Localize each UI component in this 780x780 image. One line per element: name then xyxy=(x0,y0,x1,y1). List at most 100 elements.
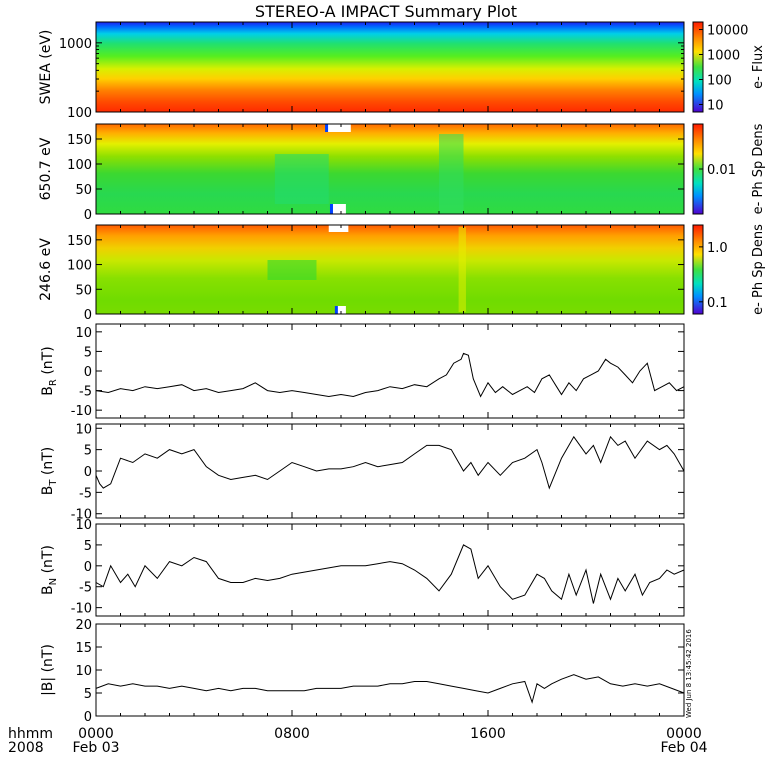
br-y-axis-label-sub: R xyxy=(48,379,59,386)
b-series-line xyxy=(95,674,685,704)
pad650-colorbar-tick-label: 0.01 xyxy=(707,163,736,178)
pad650-gap-edge xyxy=(325,124,329,132)
br-y-tick-label: 5 xyxy=(84,345,92,360)
b-y-tick-label: 15 xyxy=(75,641,92,656)
panel-pad246: 0 50 100 150 246.6 eV 0.1 1.0 e- Ph Sp Dens xyxy=(38,224,766,323)
bt-y-axis-label: BT (nT) xyxy=(40,447,59,496)
pad650-y-tick-label: 0 xyxy=(84,208,92,223)
pad650-data-gap xyxy=(326,124,351,132)
bt-y-tick-label: 10 xyxy=(75,422,92,437)
pad650-data-gap xyxy=(331,204,346,214)
br-y-axis-label: BR (nT) xyxy=(40,346,59,395)
bt-series-line xyxy=(95,435,685,490)
plot-title: STEREO-A IMPACT Summary Plot xyxy=(255,2,517,21)
swea-y-tick-label: 100 xyxy=(67,106,92,121)
bn-y-axis-label-main: B xyxy=(40,585,56,595)
b-y-tick-label: 10 xyxy=(75,664,92,679)
bt-y-tick-label: -5 xyxy=(79,486,92,501)
bn-y-axis-label-sub: N xyxy=(48,578,59,585)
pad246-y-tick-label: 100 xyxy=(67,259,92,274)
pad246-feature-band xyxy=(267,260,317,280)
br-y-tick-label: 0 xyxy=(84,365,92,380)
br-y-axis-label-unit: (nT) xyxy=(40,346,56,379)
panel-br: -10 -5 0 5 10 BR (nT) xyxy=(40,323,685,419)
swea-spectrogram xyxy=(96,22,684,112)
panel-pad650: 0 50 100 150 650.7 eV 0.01 e- Ph Sp Dens xyxy=(38,123,766,223)
x-axis-label-year: 2008 xyxy=(8,740,44,756)
pad246-feature-band xyxy=(458,227,466,312)
pad650-feature-band xyxy=(274,154,329,204)
bn-y-tick-label: -10 xyxy=(71,602,92,617)
pad246-gap-edge xyxy=(334,306,338,314)
pad650-y-tick-label: 50 xyxy=(75,183,92,198)
swea-colorbar-tick-label: 10000 xyxy=(707,24,748,39)
pad246-spectrogram xyxy=(96,225,684,314)
panel-b: 0 5 10 15 20 |B| (nT) xyxy=(40,618,685,725)
br-y-tick-label: -10 xyxy=(71,404,92,419)
bt-y-tick-label: 0 xyxy=(84,465,92,480)
x-tick-date-label: Feb 03 xyxy=(72,740,119,756)
bt-y-axis-label-unit: (nT) xyxy=(40,447,56,480)
x-tick-label: 1600 xyxy=(470,726,506,742)
panel-bt: -10 -5 0 5 10 BT (nT) xyxy=(40,422,685,523)
bn-y-tick-label: -5 xyxy=(79,581,92,596)
pad650-gap-edge xyxy=(329,204,333,214)
generation-timestamp: Wed Jun 8 13:45:42 2016 xyxy=(685,629,693,718)
b-y-tick-label: 5 xyxy=(84,687,92,702)
swea-colorbar-tick-label: 10 xyxy=(707,98,724,113)
pad650-y-tick-label: 150 xyxy=(67,133,92,148)
bt-y-axis-label-sub: T xyxy=(48,479,59,487)
bn-series-line xyxy=(95,544,685,604)
pad246-colorbar-label: e- Ph Sp Dens xyxy=(751,224,766,315)
br-y-tick-label: -5 xyxy=(79,385,92,400)
bn-y-tick-label: 10 xyxy=(75,518,92,533)
pad246-data-gap xyxy=(328,225,349,232)
b-y-axis-label: |B| (nT) xyxy=(40,644,56,696)
swea-colorbar xyxy=(692,21,704,113)
br-frame xyxy=(95,323,685,419)
x-tick-label: 0000 xyxy=(666,726,702,742)
swea-colorbar-tick-label: 1000 xyxy=(707,49,740,64)
pad650-y-axis-label: 650.7 eV xyxy=(38,137,54,200)
bt-y-tick-label: -10 xyxy=(71,508,92,523)
swea-y-axis-label: SWEA (eV) xyxy=(38,30,54,105)
br-y-tick-label: 10 xyxy=(75,326,92,341)
swea-colorbar-tick-label: 100 xyxy=(707,73,732,88)
pad246-colorbar-tick-label: 0.1 xyxy=(707,296,728,311)
x-tick-date-label: Feb 04 xyxy=(660,740,707,756)
pad246-y-tick-label: 150 xyxy=(67,234,92,249)
swea-y-tick-label: 1000 xyxy=(59,37,92,52)
bn-frame xyxy=(95,523,685,617)
swea-colorbar-label: e- Flux xyxy=(751,45,766,89)
bn-y-axis-label: BN (nT) xyxy=(40,545,59,595)
panel-bn: -10 -5 0 5 10 BN (nT) xyxy=(40,518,685,617)
pad246-y-tick-label: 0 xyxy=(84,308,92,323)
b-y-tick-label: 0 xyxy=(84,710,92,725)
br-y-axis-label-main: B xyxy=(40,386,56,396)
bt-y-axis-label-main: B xyxy=(40,486,56,496)
pad246-data-gap xyxy=(336,306,346,314)
pad246-colorbar-tick-label: 1.0 xyxy=(707,241,728,256)
pad246-y-axis-label: 246.6 eV xyxy=(38,238,54,301)
pad650-spectrogram xyxy=(96,124,684,214)
bn-y-tick-label: 5 xyxy=(84,539,92,554)
x-tick-label: 0800 xyxy=(274,726,310,742)
pad650-feature-band xyxy=(439,134,464,214)
br-series-line xyxy=(95,352,685,398)
bn-y-tick-label: 0 xyxy=(84,560,92,575)
bn-y-axis-label-unit: (nT) xyxy=(40,545,56,578)
bt-frame xyxy=(95,423,685,519)
bt-y-tick-label: 5 xyxy=(84,444,92,459)
x-axis-label-hhmm: hhmm xyxy=(8,726,53,742)
pad650-colorbar-label: e- Ph Sp Dens xyxy=(751,123,766,214)
pad650-y-tick-label: 100 xyxy=(67,158,92,173)
pad246-colorbar xyxy=(692,224,704,315)
b-y-tick-label: 20 xyxy=(75,618,92,633)
pad246-y-tick-label: 50 xyxy=(75,283,92,298)
x-tick-label: 0000 xyxy=(78,726,114,742)
b-y-axis-label-main: |B| (nT) xyxy=(40,644,56,696)
